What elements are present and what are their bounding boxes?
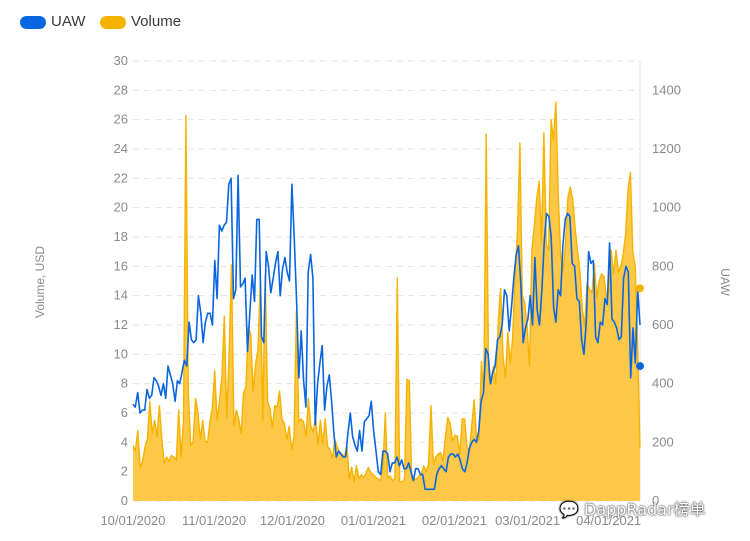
y-tick-left-label: 4	[121, 434, 128, 449]
watermark: 💬 DappRadar榜单	[559, 500, 706, 519]
legend-swatch-volume[interactable]	[100, 16, 126, 29]
y-tick-right-label: 1200	[652, 141, 681, 156]
y-tick-left-label: 28	[114, 82, 128, 97]
x-tick-label: 03/01/2021	[495, 513, 560, 528]
y-tick-left-label: 14	[114, 288, 128, 303]
y-tick-right-label: 1000	[652, 200, 681, 215]
y-tick-left-label: 22	[114, 170, 128, 185]
y-axis-left-title: Volume, USD	[33, 245, 47, 319]
y-tick-left-label: 24	[114, 141, 128, 156]
legend-label-volume[interactable]: Volume	[131, 13, 182, 30]
uaw-line	[132, 174, 641, 491]
y-tick-right-label: 0	[652, 493, 659, 508]
legend-swatch-uaw[interactable]	[20, 16, 46, 29]
y-tick-left-label: 18	[114, 229, 128, 244]
x-tick-label: 11/01/2020	[182, 513, 246, 528]
legend-label-uaw[interactable]: UAW	[51, 13, 86, 30]
y-tick-left-label: 0	[121, 493, 128, 508]
y-tick-left-label: 30	[114, 53, 128, 68]
y-axis-right-title: UAW	[718, 268, 732, 296]
y-tick-left-label: 2	[121, 464, 128, 479]
x-tick-label: 04/01/2021	[576, 513, 641, 528]
y-tick-left-label: 10	[114, 346, 128, 361]
y-tick-right-label: 600	[652, 317, 674, 332]
uaw-end-marker	[636, 362, 644, 371]
y-tick-right-label: 1400	[652, 82, 681, 97]
y-tick-right-label: 400	[652, 376, 674, 391]
x-tick-label: 02/01/2021	[422, 513, 487, 528]
y-tick-left-label: 6	[121, 405, 128, 420]
y-tick-left-label: 16	[114, 258, 128, 273]
x-tick-label: 10/01/2020	[100, 513, 165, 528]
y-tick-right-label: 200	[652, 434, 674, 449]
volume-line	[132, 101, 641, 483]
x-tick-label: 12/01/2020	[260, 513, 325, 528]
volume-end-marker	[636, 284, 644, 293]
y-tick-left-label: 20	[114, 200, 128, 215]
y-tick-left-label: 26	[114, 112, 128, 127]
y-tick-left-label: 12	[114, 317, 128, 332]
y-tick-left-label: 8	[121, 376, 128, 391]
volume-area	[133, 102, 640, 501]
x-tick-label: 01/01/2021	[341, 513, 406, 528]
y-tick-right-label: 800	[652, 258, 674, 273]
